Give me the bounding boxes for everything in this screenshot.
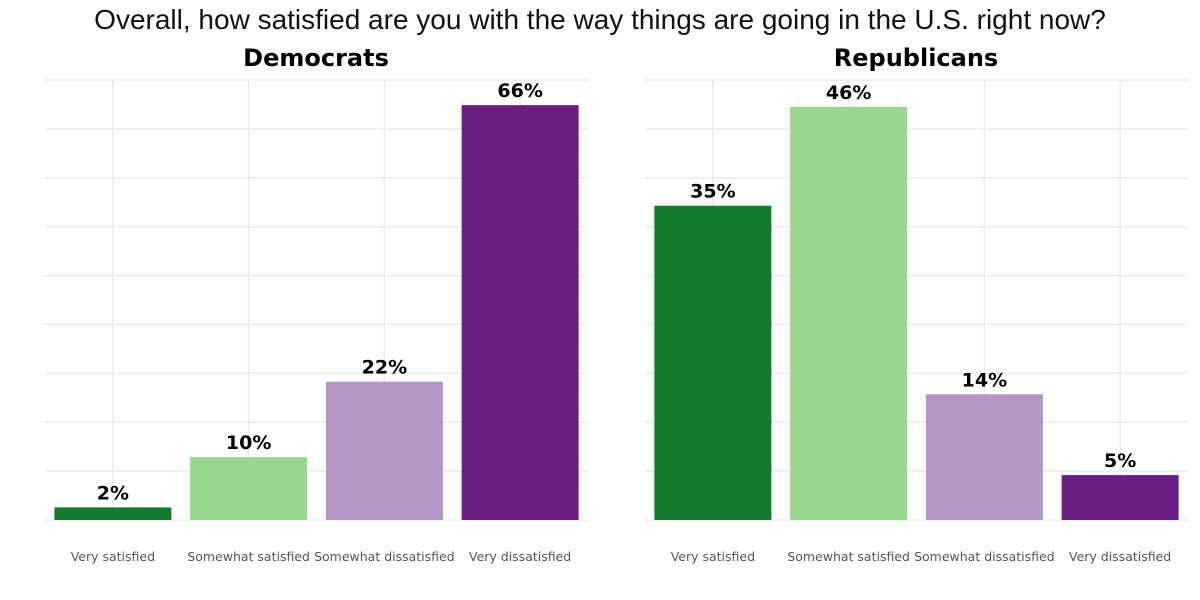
bar bbox=[461, 105, 579, 521]
x-axis-ticks: Very satisfied Somewhat satisfied Somewhat… bbox=[671, 549, 1172, 564]
bar bbox=[925, 394, 1043, 520]
data-label: 5% bbox=[1104, 450, 1136, 472]
data-labels: 35% 46% 14% 5% bbox=[690, 82, 1136, 472]
chart-title: Overall, how satisfied are you with the … bbox=[94, 4, 1106, 35]
data-label: 10% bbox=[226, 432, 271, 454]
bars bbox=[54, 105, 579, 521]
bar bbox=[325, 381, 443, 520]
bar bbox=[190, 457, 308, 520]
x-tick-label: Very dissatisfied bbox=[469, 549, 571, 564]
bar bbox=[790, 106, 908, 520]
democrats-chart: Democrats 2% 10% 22% 66% Very satisfied Some… bbox=[45, 44, 588, 564]
panel-title: Democrats bbox=[243, 44, 389, 72]
panel-title: Republicans bbox=[834, 44, 998, 72]
x-tick-label: Somewhat dissatisfied bbox=[914, 549, 1055, 564]
bar bbox=[654, 205, 772, 520]
data-label: 14% bbox=[962, 369, 1007, 391]
x-axis-ticks: Very satisfied Somewhat satisfied Somewhat… bbox=[71, 549, 572, 564]
data-label: 22% bbox=[362, 357, 407, 379]
bars bbox=[654, 106, 1179, 520]
x-tick-label: Very satisfied bbox=[71, 549, 155, 564]
data-label: 2% bbox=[97, 482, 129, 504]
data-label: 66% bbox=[497, 80, 542, 102]
data-label: 35% bbox=[690, 181, 735, 203]
x-tick-label: Somewhat satisfied bbox=[187, 549, 310, 564]
x-tick-label: Somewhat satisfied bbox=[787, 549, 910, 564]
data-label: 46% bbox=[826, 82, 871, 104]
x-tick-label: Somewhat dissatisfied bbox=[314, 549, 455, 564]
bar bbox=[54, 507, 172, 520]
data-labels: 2% 10% 22% 66% bbox=[97, 80, 543, 504]
x-tick-label: Very satisfied bbox=[671, 549, 755, 564]
bar bbox=[1061, 475, 1179, 520]
x-tick-label: Very dissatisfied bbox=[1069, 549, 1171, 564]
republicans-chart: Republicans 35% 46% 14% 5% Very satisfied So… bbox=[645, 44, 1188, 564]
